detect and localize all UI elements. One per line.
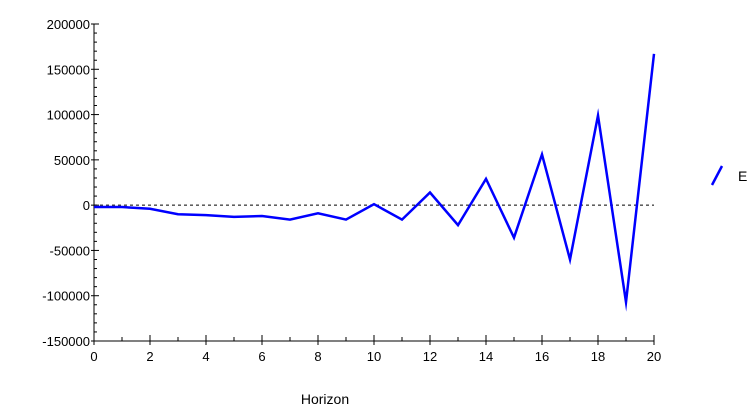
y-tick-label: -50000 — [50, 243, 90, 258]
x-axis-title: Horizon — [301, 391, 349, 407]
series-line-e — [94, 53, 656, 312]
x-tick-label: 0 — [90, 349, 97, 364]
y-tick-label: -100000 — [42, 289, 90, 304]
x-tick-label: 10 — [367, 349, 381, 364]
y-tick-label: 0 — [83, 198, 90, 213]
legend-swatch-e — [710, 165, 724, 186]
series-layer — [93, 53, 656, 312]
x-tick-label: 8 — [314, 349, 321, 364]
y-tick-label: 50000 — [54, 153, 90, 168]
y-tick-label: 150000 — [47, 62, 90, 77]
axes — [91, 23, 655, 345]
y-tick-label: 200000 — [47, 17, 90, 32]
x-tick-label: 16 — [535, 349, 549, 364]
x-tick-label: 14 — [479, 349, 493, 364]
y-tick-label: -150000 — [42, 334, 90, 349]
x-tick-label: 4 — [202, 349, 209, 364]
tick-labels: 200000 150000 100000 50000 0 -50000 -100000 -15… — [42, 17, 661, 364]
x-tick-label: 18 — [591, 349, 605, 364]
y-tick-label: 100000 — [47, 108, 90, 123]
x-tick-label: 20 — [647, 349, 661, 364]
legend: E — [710, 165, 747, 186]
legend-label-e: E — [738, 168, 747, 184]
x-tick-label: 2 — [146, 349, 153, 364]
x-tick-label: 12 — [423, 349, 437, 364]
x-tick-label: 6 — [258, 349, 265, 364]
